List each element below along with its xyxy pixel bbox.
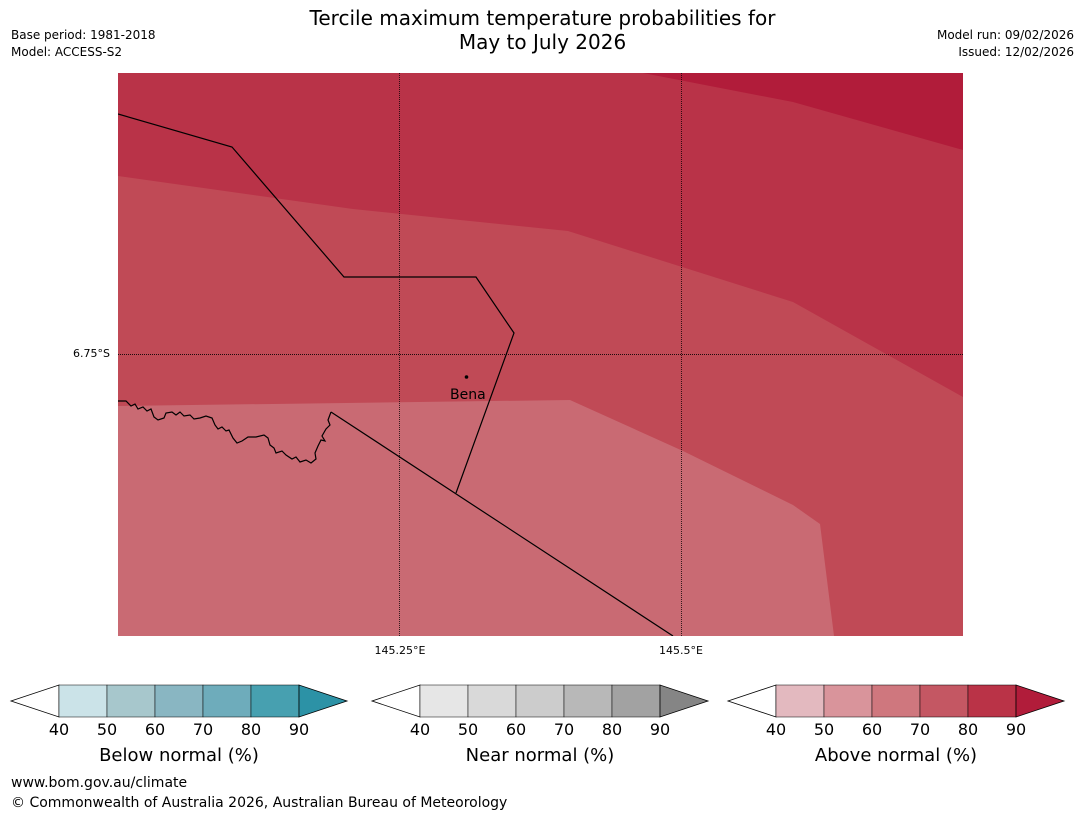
cb1-tick-80: 80 [601, 720, 623, 739]
colorbar-1-segment-2 [515, 684, 565, 718]
colorbar-near-normal [370, 684, 710, 718]
colorbar-1-ext-low [370, 684, 421, 718]
colorbar-1-segment-0 [419, 684, 469, 718]
longitude-label-145-5: 145.5°E [659, 644, 703, 657]
cb0-tick-80: 80 [240, 720, 262, 739]
footer-website: www.bom.gov.au/climate [11, 775, 188, 791]
cb0-tick-70: 70 [192, 720, 214, 739]
cb1-tick-70: 70 [553, 720, 575, 739]
colorbar-above-normal [726, 684, 1066, 718]
colorbar-1-segment-3 [563, 684, 613, 718]
cb2-tick-50: 50 [813, 720, 835, 739]
province-boundary-north [117, 113, 515, 494]
map-title: Tercile maximum temperature probabilitie… [0, 6, 1085, 54]
colorbar-2-segment-4 [967, 684, 1017, 718]
cb1-tick-50: 50 [457, 720, 479, 739]
latitude-label: 6.75°S [73, 347, 110, 360]
colorbar-above-normal-title: Above normal (%) [814, 745, 978, 766]
colorbar-2-segment-3 [919, 684, 969, 718]
map-title-line2: May to July 2026 [458, 30, 627, 54]
map-svg[interactable] [117, 73, 963, 637]
map-title-line1: Tercile maximum temperature probabilitie… [309, 6, 776, 30]
cb2-tick-70: 70 [909, 720, 931, 739]
issued-date: Issued: 12/02/2026 [958, 45, 1074, 59]
band-90plus [643, 73, 963, 150]
river-coastline [118, 400, 332, 464]
colorbar-1-segment-1 [467, 684, 517, 718]
colorbar-1-segment-4 [611, 684, 661, 718]
cb1-tick-60: 60 [505, 720, 527, 739]
colorbars-svg [9, 684, 1066, 718]
cb0-tick-90: 90 [288, 720, 310, 739]
colorbar-below-normal-title: Below normal (%) [99, 745, 259, 766]
colorbar-0-ext-low [9, 684, 60, 718]
colorbar-0-ext-high [298, 684, 349, 718]
cb2-tick-90: 90 [1005, 720, 1027, 739]
cb1-tick-40: 40 [409, 720, 431, 739]
cb2-tick-80: 80 [957, 720, 979, 739]
cb0-tick-50: 50 [96, 720, 118, 739]
footer-copyright: © Commonwealth of Australia 2026, Austra… [11, 795, 508, 811]
base-period: Base period: 1981-2018 [11, 28, 156, 42]
cb2-tick-60: 60 [861, 720, 883, 739]
colorbar-below-normal [9, 684, 349, 718]
colorbar-0-segment-0 [58, 684, 108, 718]
cb1-tick-90: 90 [649, 720, 671, 739]
cb2-tick-40: 40 [765, 720, 787, 739]
meta-right: Model run: 09/02/2026 Issued: 12/02/2026 [937, 27, 1074, 61]
model-name: Model: ACCESS-S2 [11, 45, 123, 59]
colorbar-1-ext-high [659, 684, 710, 718]
colorbar-0-segment-3 [202, 684, 252, 718]
colorbar-near-normal-title: Near normal (%) [465, 745, 615, 766]
colorbar-2-ext-low [726, 684, 777, 718]
map-panel[interactable] [117, 73, 963, 637]
colorbar-0-segment-1 [106, 684, 156, 718]
meta-left: Base period: 1981-2018 Model: ACCESS-S2 [11, 27, 156, 61]
province-boundary-south [330, 411, 674, 637]
cb0-tick-40: 40 [48, 720, 70, 739]
colorbar-2-segment-1 [823, 684, 873, 718]
place-marker-dot [464, 375, 469, 379]
place-label-bena: Bena [450, 387, 486, 403]
model-run: Model run: 09/02/2026 [936, 28, 1074, 42]
colorbar-2-segment-2 [871, 684, 921, 718]
colorbar-2-segment-0 [775, 684, 825, 718]
colorbar-2-ext-high [1015, 684, 1066, 718]
colorbar-0-segment-4 [250, 684, 300, 718]
colorbar-0-segment-2 [154, 684, 204, 718]
cb0-tick-60: 60 [144, 720, 166, 739]
longitude-label-145-25: 145.25°E [374, 644, 426, 657]
